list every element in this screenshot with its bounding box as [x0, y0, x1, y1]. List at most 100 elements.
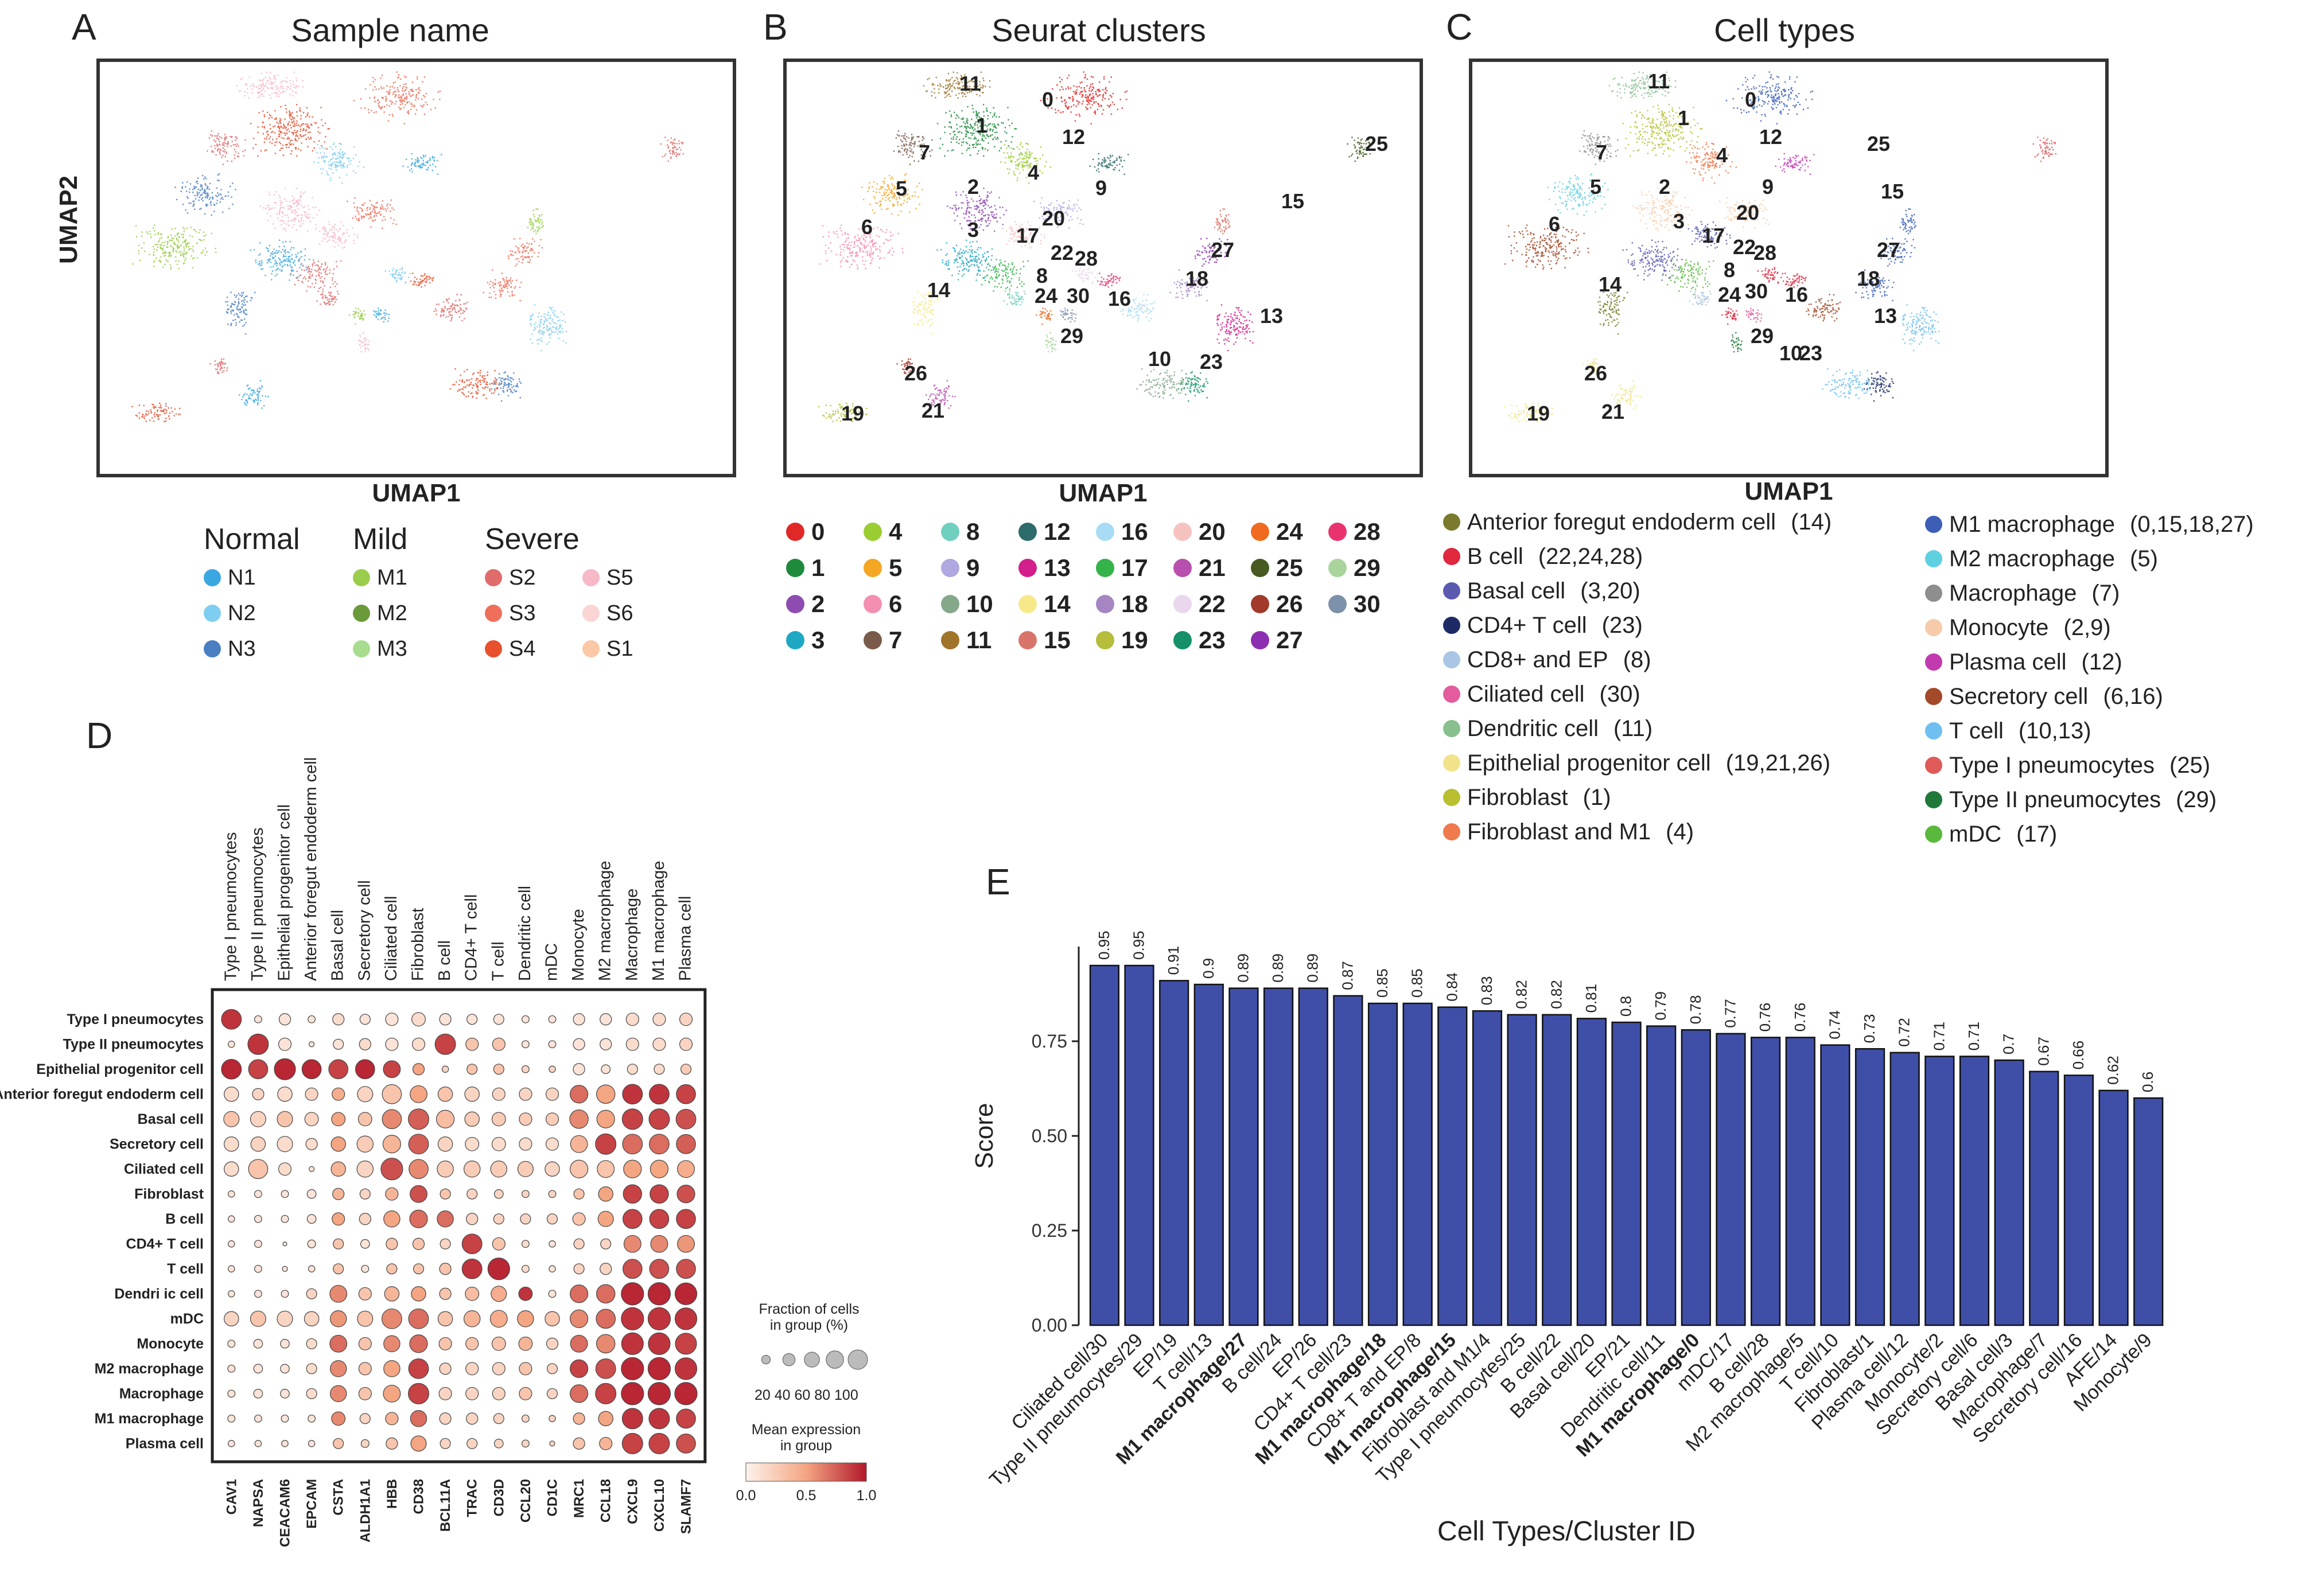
- bar-value-label: 0.62: [2105, 1056, 2122, 1085]
- dotplot-dot: [329, 1360, 347, 1377]
- umap-cluster-1: [250, 104, 330, 157]
- celltype-legend-swatch: [1925, 516, 1942, 533]
- umap-cluster-29: [1731, 332, 1743, 353]
- umap-cluster-14: [912, 291, 943, 335]
- celltype-legend-clusters: (22,24,28): [1538, 543, 1643, 569]
- panel-d-letter: D: [86, 715, 113, 756]
- dotplot-dot: [254, 1214, 262, 1223]
- umap-label-4: 4: [1716, 143, 1728, 167]
- dotplot-gene-label: HBB: [384, 1479, 400, 1509]
- cluster-legend-swatch: [786, 559, 804, 577]
- dotplot-dot: [521, 1065, 530, 1073]
- bar: [1924, 1056, 1955, 1326]
- dotplot-dot: [277, 1087, 293, 1102]
- umap-cluster-15: [1899, 208, 1916, 235]
- umap-cluster-18: [483, 269, 522, 302]
- celltype-legend-item: M2 macrophage (5): [1925, 542, 2292, 576]
- celltype-legend-label: Fibroblast and M1: [1467, 819, 1651, 844]
- dotplot-dot: [228, 1290, 235, 1298]
- celltype-legend-item: Macrophage (7): [1925, 576, 2292, 610]
- umap-label-20: 20: [1736, 201, 1759, 224]
- dotplot-dot: [308, 1439, 316, 1447]
- dotplot-gene-label: CCL20: [518, 1479, 534, 1523]
- color-legend-title: in group: [780, 1438, 832, 1454]
- dotplot-dot: [437, 1210, 454, 1228]
- dotplot-dot: [439, 1363, 452, 1375]
- dotplot-gene-label: MRC1: [571, 1479, 587, 1518]
- bar: [1193, 983, 1224, 1326]
- umap-label-6: 6: [1549, 212, 1560, 236]
- color-legend-bar: [745, 1462, 867, 1482]
- dotplot-dot: [282, 1241, 287, 1247]
- dotplot-dot: [493, 1189, 504, 1199]
- umap-cluster-25: [2032, 137, 2056, 162]
- cluster-legend-label: 13: [1044, 554, 1071, 581]
- sample-legend-label: N1: [228, 565, 256, 590]
- cluster-legend-label: 27: [1276, 626, 1303, 653]
- dotplot-dot: [570, 1309, 589, 1328]
- bar-y-tick-label: 0.00: [1032, 1315, 1067, 1336]
- umap-label-29: 29: [1751, 324, 1774, 348]
- umap-label-20: 20: [1042, 207, 1065, 230]
- dotplot-dot: [382, 1084, 402, 1104]
- umap-label-11: 11: [959, 72, 981, 95]
- cluster-legend-swatch: [864, 631, 882, 649]
- dotplot-dot: [573, 1263, 585, 1275]
- umap-label-9: 9: [1762, 175, 1774, 198]
- umap-cluster-4: [1000, 142, 1051, 184]
- umap-cluster-12: [1775, 153, 1815, 175]
- dotplot-dot: [520, 1213, 531, 1225]
- celltype-legend-swatch: [1925, 550, 1942, 567]
- sample-legend-swatch: [204, 605, 221, 622]
- dotplot-dot: [358, 1362, 372, 1376]
- celltype-legend-item: Secretory cell (6,16): [1925, 679, 2292, 714]
- cluster-legend-label: 5: [889, 554, 903, 581]
- dotplot-dot: [358, 1287, 372, 1301]
- dotplot-dot: [385, 1013, 399, 1026]
- dotplot-dot: [306, 1189, 317, 1199]
- size-legend-dot: [826, 1350, 844, 1369]
- bar: [1889, 1052, 1920, 1326]
- dotplot-dot: [521, 1414, 530, 1423]
- umap-points: [1503, 71, 2056, 422]
- umap-cluster-15: [527, 208, 544, 235]
- cluster-legend-swatch: [941, 523, 959, 541]
- celltype-legend-label: CD4+ T cell: [1467, 612, 1587, 638]
- size-legend-title: Fraction of cells: [759, 1301, 859, 1317]
- cluster-legend-swatch: [864, 523, 882, 541]
- celltype-legend-right: M1 macrophage (0,15,18,27) M2 macrophage (5…: [1925, 507, 2292, 851]
- dotplot-dot: [434, 1033, 456, 1055]
- umap-label-26: 26: [1584, 361, 1607, 385]
- bar-y-tick-label: 0.75: [1032, 1031, 1067, 1052]
- umap-label-28: 28: [1753, 241, 1776, 264]
- dotplot-dot: [309, 1041, 315, 1048]
- dotplot-row-label: Epithelial progenitor cell: [36, 1061, 204, 1077]
- panel-b-title: Seurat clusters: [991, 12, 1206, 48]
- celltype-legend-clusters: (11): [1613, 715, 1653, 741]
- umap-label-8: 8: [1036, 264, 1048, 287]
- dotplot-gene-label: CD1C: [545, 1479, 561, 1516]
- panel-a-xlabel: UMAP1: [372, 479, 461, 507]
- dotplot-dot: [306, 1388, 317, 1399]
- dotplot-dot: [437, 1161, 454, 1178]
- dotplot-dot: [493, 1064, 504, 1075]
- umap-cluster-15: [1214, 208, 1231, 235]
- dotplot-dot: [359, 1014, 371, 1025]
- bar-y-tick-label: 0.25: [1032, 1220, 1067, 1241]
- dotplot-dot: [650, 1184, 669, 1204]
- bar-value-label: 0.76: [1756, 1003, 1774, 1032]
- dotplot-dot: [253, 1364, 263, 1374]
- dotplot-dot: [358, 1337, 372, 1350]
- dotplot-dot: [647, 1307, 671, 1330]
- umap-cluster-27: [1880, 238, 1916, 267]
- cluster-legend-label: 26: [1276, 590, 1303, 617]
- celltype-legend-swatch: [1443, 617, 1460, 634]
- celltype-legend-clusters: (23): [1601, 612, 1643, 638]
- cluster-legend-swatch: [786, 631, 804, 649]
- celltype-legend-clusters: (1): [1582, 784, 1611, 810]
- dotplot-dot: [437, 1136, 453, 1152]
- umap-cluster-6: [1504, 224, 1589, 270]
- celltype-legend-clusters: (4): [1666, 819, 1694, 844]
- umap-clusters-plot: 0123456789101112131415161718192021222324…: [818, 71, 1388, 425]
- dotplot-dot: [329, 1310, 347, 1328]
